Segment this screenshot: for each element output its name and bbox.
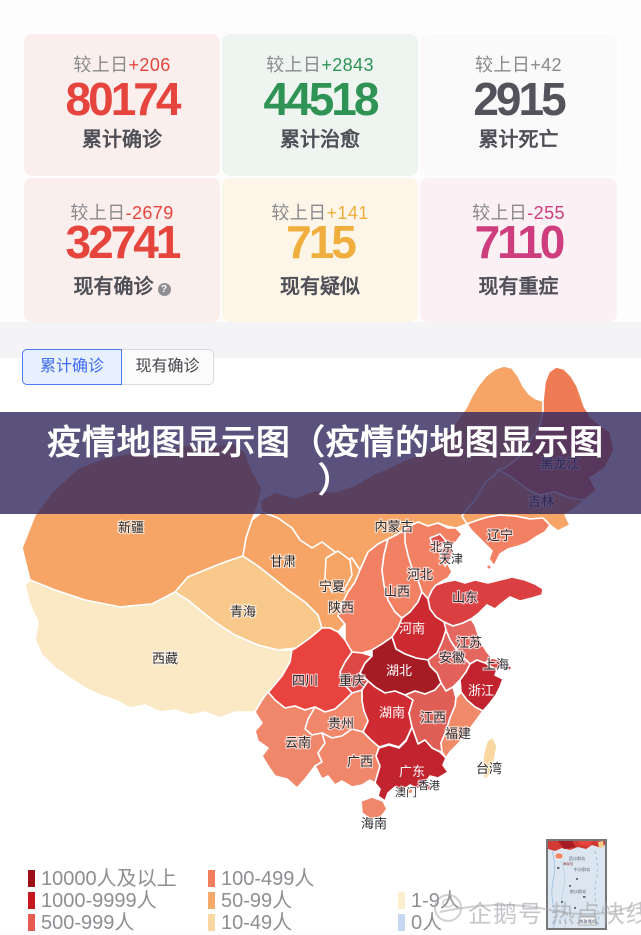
svg-text:辽宁: 辽宁 [487, 528, 513, 543]
svg-text:新疆: 新疆 [118, 520, 144, 535]
svg-text:江西: 江西 [420, 710, 446, 725]
svg-text:宁夏: 宁夏 [319, 579, 345, 594]
svg-text:江苏: 江苏 [456, 635, 482, 650]
svg-text:南沙群岛: 南沙群岛 [570, 888, 587, 895]
svg-text:天津: 天津 [439, 552, 463, 566]
svg-text:青海: 青海 [230, 604, 256, 619]
svg-text:福建: 福建 [445, 726, 471, 741]
svg-text:甘肃: 甘肃 [270, 554, 296, 569]
svg-text:贵州: 贵州 [328, 716, 354, 731]
svg-text:香港: 香港 [418, 779, 440, 792]
svg-text:海南: 海南 [361, 816, 387, 831]
svg-text:安徽: 安徽 [439, 650, 465, 665]
svg-text:陕西: 陕西 [328, 600, 354, 615]
svg-text:四川: 四川 [292, 673, 318, 688]
svg-text:西沙群岛: 西沙群岛 [569, 855, 586, 862]
svg-text:湖北: 湖北 [386, 663, 412, 678]
svg-text:中沙群岛: 中沙群岛 [574, 866, 591, 873]
svg-text:浙江: 浙江 [468, 683, 494, 698]
svg-text:重庆: 重庆 [339, 673, 365, 688]
svg-text:山西: 山西 [384, 584, 410, 599]
svg-text:河北: 河北 [407, 567, 433, 582]
svg-text:内蒙古: 内蒙古 [374, 519, 413, 534]
svg-text:上海: 上海 [483, 657, 509, 672]
svg-text:山东: 山东 [452, 590, 478, 605]
svg-text:南海诸岛: 南海诸岛 [579, 918, 596, 925]
svg-text:广东: 广东 [399, 764, 425, 779]
svg-text:广西: 广西 [347, 754, 373, 769]
svg-text:北京: 北京 [430, 540, 454, 554]
svg-text:西藏: 西藏 [152, 651, 178, 666]
svg-text:云南: 云南 [285, 735, 311, 750]
svg-text:海南岛: 海南岛 [563, 861, 574, 866]
svg-text:湖南: 湖南 [379, 705, 405, 720]
svg-text:澳门: 澳门 [395, 785, 417, 799]
svg-text:台湾: 台湾 [476, 761, 502, 776]
svg-text:河南: 河南 [399, 621, 425, 636]
